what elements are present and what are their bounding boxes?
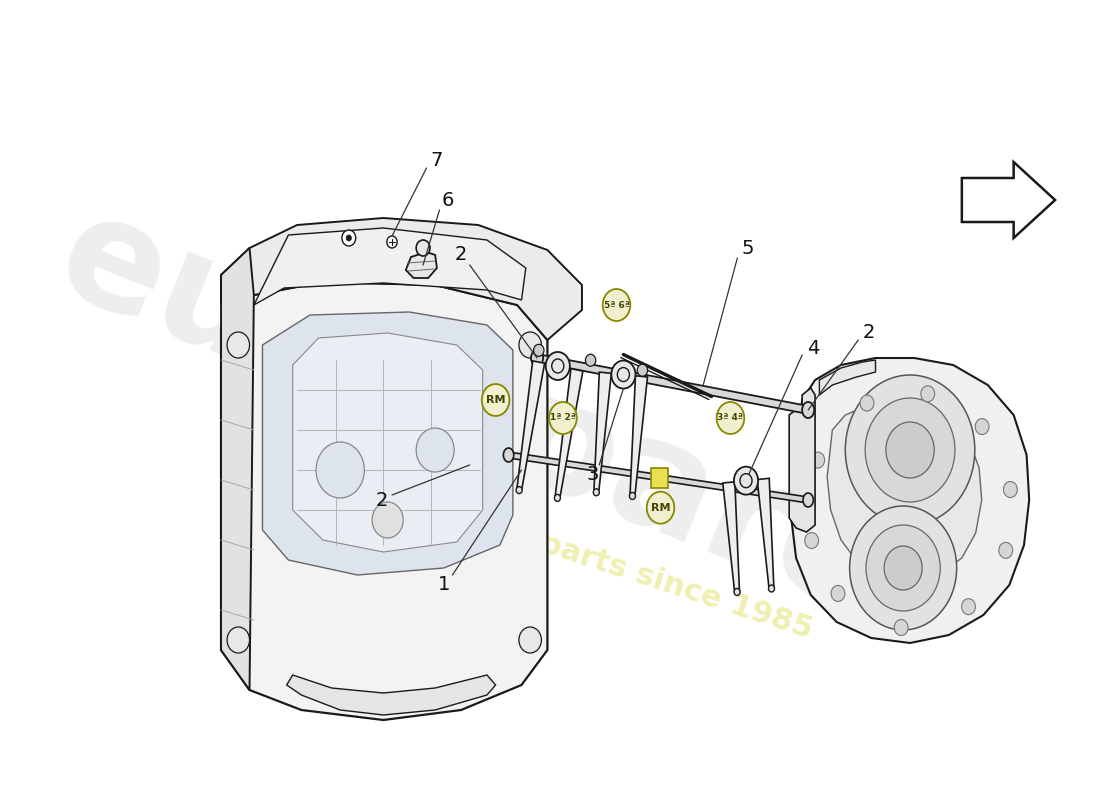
Text: 1ª 2ª: 1ª 2ª — [550, 414, 576, 422]
Circle shape — [734, 589, 740, 595]
Polygon shape — [517, 361, 544, 490]
Circle shape — [921, 386, 935, 402]
Text: 2: 2 — [375, 490, 388, 510]
Circle shape — [849, 506, 957, 630]
Circle shape — [860, 395, 873, 411]
Text: a passion for parts since 1985: a passion for parts since 1985 — [314, 456, 816, 644]
Text: 6: 6 — [442, 190, 454, 210]
Polygon shape — [791, 358, 1030, 643]
Circle shape — [549, 402, 576, 434]
Circle shape — [372, 502, 404, 538]
Polygon shape — [221, 218, 582, 340]
Text: 5: 5 — [741, 238, 754, 258]
Circle shape — [866, 525, 940, 611]
Polygon shape — [757, 478, 774, 589]
Circle shape — [603, 289, 630, 321]
Polygon shape — [537, 354, 808, 414]
Circle shape — [1003, 482, 1018, 498]
Circle shape — [961, 598, 976, 614]
Circle shape — [637, 364, 648, 376]
Polygon shape — [723, 482, 739, 592]
Circle shape — [227, 332, 250, 358]
Text: 3: 3 — [586, 466, 598, 485]
Text: 3ª 4ª: 3ª 4ª — [717, 414, 744, 422]
Circle shape — [629, 493, 636, 499]
Polygon shape — [287, 675, 496, 715]
Circle shape — [585, 354, 596, 366]
Polygon shape — [789, 388, 815, 532]
Polygon shape — [263, 312, 513, 575]
Circle shape — [546, 352, 570, 380]
Text: 1: 1 — [438, 575, 450, 594]
Circle shape — [865, 398, 955, 502]
Polygon shape — [221, 282, 548, 720]
Ellipse shape — [504, 448, 514, 462]
Circle shape — [886, 422, 934, 478]
Circle shape — [552, 359, 564, 373]
Circle shape — [554, 494, 560, 502]
Circle shape — [482, 384, 509, 416]
Circle shape — [884, 546, 922, 590]
Polygon shape — [293, 333, 483, 552]
Polygon shape — [594, 372, 612, 493]
Circle shape — [811, 452, 825, 468]
Circle shape — [593, 489, 600, 496]
Polygon shape — [254, 228, 526, 305]
Circle shape — [416, 240, 430, 256]
Circle shape — [612, 361, 636, 389]
Polygon shape — [630, 376, 648, 496]
Text: 7: 7 — [431, 150, 443, 170]
Circle shape — [516, 486, 522, 494]
Text: 4: 4 — [807, 338, 820, 358]
Ellipse shape — [803, 493, 813, 507]
Circle shape — [316, 442, 364, 498]
Circle shape — [845, 375, 975, 525]
Circle shape — [734, 466, 758, 494]
Circle shape — [342, 230, 355, 246]
Circle shape — [387, 236, 397, 248]
Circle shape — [227, 627, 250, 653]
Circle shape — [534, 344, 544, 356]
Polygon shape — [820, 360, 876, 395]
Circle shape — [416, 428, 454, 472]
Polygon shape — [827, 402, 981, 582]
Text: RM: RM — [486, 395, 505, 405]
Circle shape — [519, 627, 541, 653]
Circle shape — [894, 619, 909, 635]
Text: eurospares: eurospares — [37, 180, 989, 680]
Text: 2: 2 — [455, 246, 468, 265]
Ellipse shape — [531, 350, 543, 366]
Circle shape — [716, 402, 745, 434]
Circle shape — [647, 492, 674, 524]
Text: 2: 2 — [862, 322, 874, 342]
Circle shape — [832, 586, 845, 602]
Polygon shape — [508, 452, 808, 503]
Circle shape — [769, 585, 774, 592]
Polygon shape — [556, 369, 583, 498]
Circle shape — [740, 474, 752, 488]
Polygon shape — [221, 248, 254, 690]
Circle shape — [976, 418, 989, 434]
Circle shape — [999, 542, 1013, 558]
Circle shape — [519, 332, 541, 358]
Ellipse shape — [802, 402, 814, 418]
Polygon shape — [406, 252, 437, 278]
Text: RM: RM — [651, 502, 670, 513]
Circle shape — [805, 533, 818, 549]
Circle shape — [617, 367, 629, 382]
Circle shape — [346, 235, 351, 241]
Polygon shape — [961, 162, 1055, 238]
Polygon shape — [651, 468, 669, 488]
Text: 5ª 6ª: 5ª 6ª — [604, 301, 629, 310]
